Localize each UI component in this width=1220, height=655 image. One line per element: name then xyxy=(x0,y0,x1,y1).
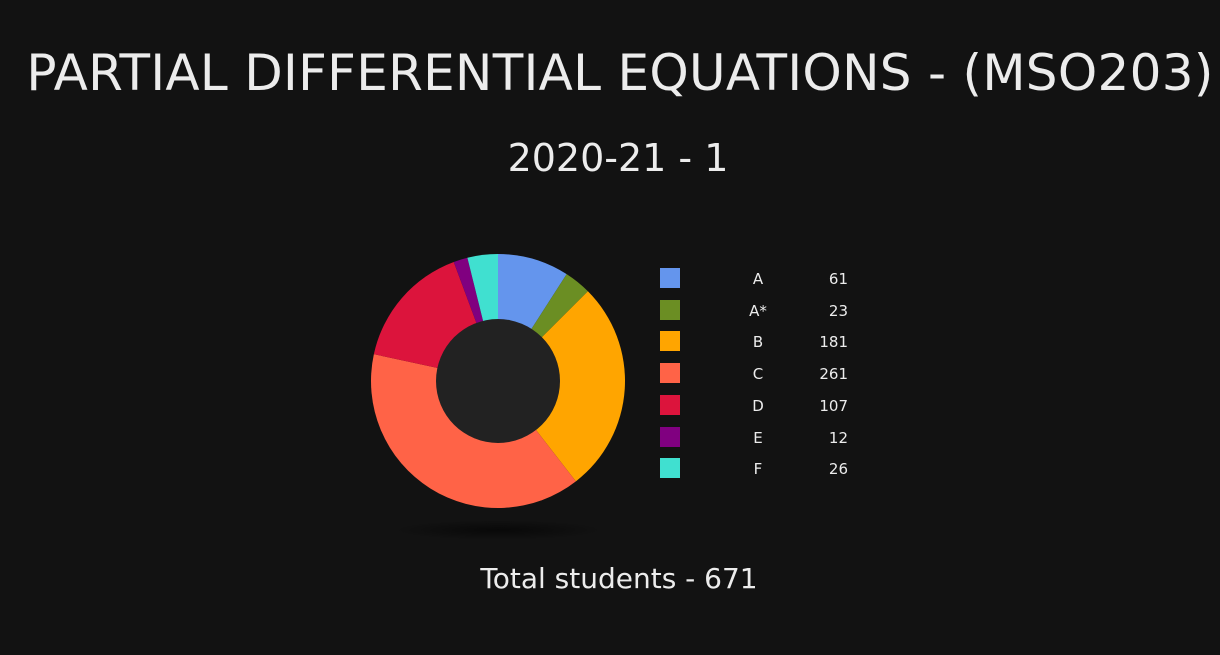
legend-count: 181 xyxy=(819,333,848,352)
legend-label: C xyxy=(752,365,764,384)
legend-item-c[interactable]: C 261 xyxy=(658,361,878,385)
legend-swatch xyxy=(660,299,680,320)
donut-hole xyxy=(436,319,560,443)
legend-count: 23 xyxy=(828,301,848,320)
legend-item-b[interactable]: B 181 xyxy=(658,329,878,353)
legend-item-e[interactable]: E 12 xyxy=(658,425,878,449)
legend-swatch xyxy=(660,268,680,288)
legend-swatch xyxy=(660,331,680,352)
total-students: Total students - 671 xyxy=(480,562,758,595)
legend-swatch xyxy=(660,426,680,447)
legend-item-f[interactable]: F 26 xyxy=(658,456,878,480)
legend-count: 61 xyxy=(828,270,848,288)
legend-label: B xyxy=(752,333,764,352)
grade-donut-chart xyxy=(360,240,640,560)
course-title: PARTIAL DIFFERENTIAL EQUATIONS - (MSO203… xyxy=(26,44,1214,102)
legend-swatch xyxy=(660,394,680,415)
legend-label: A* xyxy=(749,301,767,320)
legend-swatch xyxy=(660,363,680,384)
legend-count: 26 xyxy=(828,460,848,479)
slice-b[interactable] xyxy=(498,291,625,482)
legend-item-a-star[interactable]: A* 23 xyxy=(658,298,878,322)
legend-item-a[interactable]: A 61 xyxy=(658,266,878,290)
donut-svg xyxy=(371,254,625,540)
legend-label: E xyxy=(753,428,763,447)
legend-label: F xyxy=(753,460,763,479)
legend-label: D xyxy=(752,396,764,415)
legend-count: 107 xyxy=(819,396,848,415)
semester-label: 2020-21 - 1 xyxy=(507,136,729,180)
legend-count: 261 xyxy=(819,365,848,384)
legend-swatch xyxy=(660,458,680,479)
legend-label: A xyxy=(752,270,764,288)
chart-shadow xyxy=(393,520,603,540)
legend-count: 12 xyxy=(828,428,848,447)
legend-item-d[interactable]: D 107 xyxy=(658,393,878,417)
